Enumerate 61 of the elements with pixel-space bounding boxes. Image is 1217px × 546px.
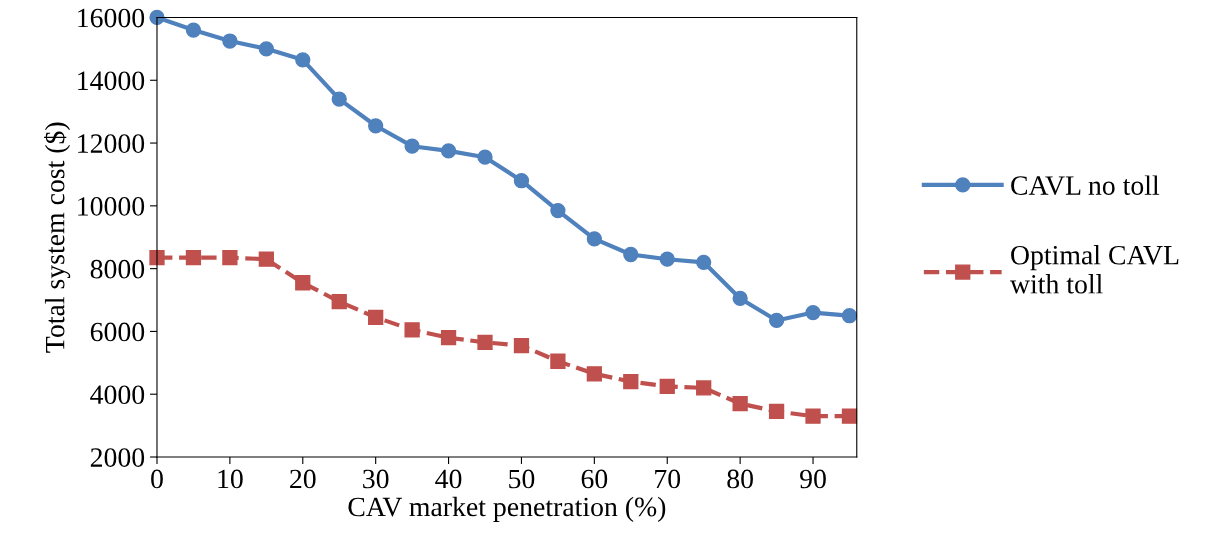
point — [586, 366, 602, 382]
point — [659, 251, 675, 267]
point — [623, 246, 639, 263]
point — [258, 41, 274, 57]
point — [440, 330, 457, 346]
point — [732, 395, 748, 412]
x-tick-label: 10 — [218, 469, 243, 489]
y-tick-label: 6000 — [90, 322, 145, 342]
point — [550, 202, 566, 219]
y-tick-label: 14000 — [78, 71, 145, 91]
x-tick-label: 70 — [655, 469, 681, 489]
point — [404, 322, 420, 338]
x-tick-label: 40 — [435, 469, 462, 489]
point — [477, 334, 493, 351]
point — [295, 52, 311, 68]
point — [768, 403, 785, 420]
point — [768, 312, 785, 329]
point — [696, 380, 712, 396]
point — [331, 293, 347, 310]
point — [185, 22, 202, 38]
x-tick-label: 50 — [509, 469, 535, 489]
point — [513, 173, 530, 189]
point — [586, 231, 602, 247]
point — [368, 309, 384, 325]
point — [258, 251, 274, 267]
point — [440, 143, 457, 159]
point — [222, 250, 238, 266]
point — [404, 138, 420, 154]
point — [185, 250, 202, 266]
point — [513, 337, 530, 354]
point — [696, 254, 712, 270]
y-axis-title: Total system cost ($) — [44, 122, 71, 353]
point — [732, 290, 748, 307]
point — [805, 304, 821, 321]
y-tick-label: 4000 — [90, 385, 145, 405]
point — [550, 353, 566, 369]
point — [331, 91, 347, 107]
x-tick-label: 20 — [290, 469, 316, 489]
x-tick-label: 30 — [363, 469, 389, 489]
point — [222, 33, 238, 49]
y-tick-label: 8000 — [90, 259, 145, 279]
point — [659, 378, 675, 395]
x-tick-label: 60 — [581, 469, 608, 489]
legend-label: Optimal CAVL with toll — [1010, 245, 1179, 294]
point — [477, 149, 493, 165]
point — [841, 308, 858, 324]
y-tick-label: 16000 — [78, 8, 145, 28]
y-tick-label: 12000 — [78, 134, 145, 153]
point — [623, 374, 639, 390]
legend-label: CAVL no toll — [1011, 175, 1160, 196]
point — [149, 250, 165, 266]
point — [368, 118, 384, 134]
x-tick-label: 90 — [800, 469, 826, 489]
y-tick-label: 2000 — [90, 448, 145, 467]
point — [805, 408, 821, 424]
x-axis-title: CAV market penetration (%) — [348, 496, 666, 522]
y-tick-label: 10000 — [78, 197, 145, 216]
x-tick-label: 80 — [727, 469, 753, 489]
x-tick-label: 0 — [151, 469, 163, 489]
point — [841, 408, 858, 424]
point — [295, 275, 311, 291]
